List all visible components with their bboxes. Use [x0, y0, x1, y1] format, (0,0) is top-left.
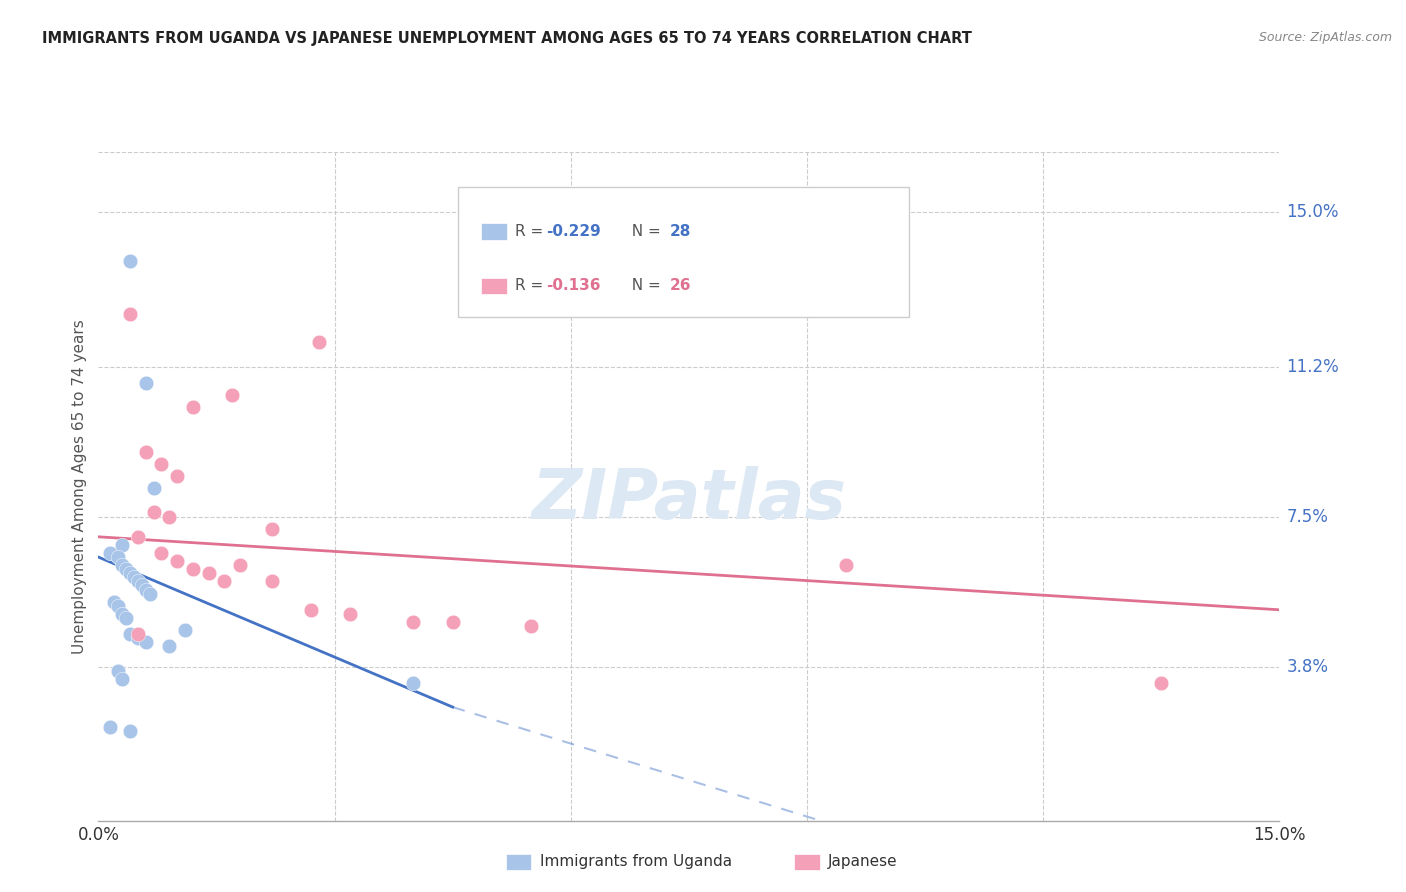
Text: -0.136: -0.136 [546, 278, 600, 293]
Point [1150, 675, 1173, 690]
Point [111, 607, 134, 621]
Point [402, 615, 425, 629]
Point [157, 640, 180, 654]
Text: R =: R = [515, 278, 548, 293]
Point [118, 724, 141, 739]
Point [107, 599, 129, 613]
Point [260, 574, 283, 589]
Point [115, 562, 138, 576]
Point [107, 550, 129, 565]
Point [174, 623, 197, 637]
Point [142, 506, 165, 520]
Text: Japanese: Japanese [828, 855, 898, 869]
Point [308, 335, 330, 350]
Point [142, 481, 165, 495]
Point [135, 376, 157, 390]
Point [441, 615, 464, 629]
Text: R =: R = [515, 224, 548, 239]
Text: 28: 28 [669, 224, 692, 239]
Text: 11.2%: 11.2% [1286, 358, 1340, 376]
Point [118, 307, 141, 321]
Point [402, 675, 425, 690]
Text: IMMIGRANTS FROM UGANDA VS JAPANESE UNEMPLOYMENT AMONG AGES 65 TO 74 YEARS CORREL: IMMIGRANTS FROM UGANDA VS JAPANESE UNEMP… [42, 31, 972, 46]
Point [197, 566, 219, 581]
Point [229, 558, 252, 573]
Point [339, 607, 361, 621]
Point [111, 538, 134, 552]
Point [181, 562, 204, 576]
Point [115, 611, 138, 625]
Point [150, 546, 173, 560]
Point [103, 595, 125, 609]
Y-axis label: Unemployment Among Ages 65 to 74 years: Unemployment Among Ages 65 to 74 years [72, 318, 87, 654]
Text: N =: N = [621, 224, 665, 239]
Point [98, 720, 121, 734]
Point [118, 627, 141, 641]
Text: N =: N = [621, 278, 665, 293]
Point [127, 627, 149, 641]
Text: Immigrants from Uganda: Immigrants from Uganda [540, 855, 733, 869]
Point [221, 388, 243, 402]
Point [166, 469, 188, 483]
Text: ZIPatlas: ZIPatlas [531, 466, 846, 533]
Point [135, 635, 157, 649]
Text: 3.8%: 3.8% [1286, 657, 1329, 675]
Point [835, 558, 858, 573]
Point [166, 554, 188, 568]
Point [181, 400, 204, 414]
Text: 7.5%: 7.5% [1286, 508, 1329, 525]
Point [299, 603, 322, 617]
Point [138, 586, 160, 600]
Point [107, 664, 129, 678]
Point [135, 444, 157, 458]
Point [127, 530, 149, 544]
Point [122, 570, 145, 584]
Point [127, 574, 149, 589]
Text: -0.229: -0.229 [546, 224, 600, 239]
Point [135, 582, 157, 597]
Point [150, 457, 173, 471]
Point [118, 566, 141, 581]
Point [520, 619, 543, 633]
Point [157, 509, 180, 524]
Point [131, 578, 153, 592]
Point [260, 522, 283, 536]
Point [214, 574, 236, 589]
Point [111, 558, 134, 573]
Text: Source: ZipAtlas.com: Source: ZipAtlas.com [1258, 31, 1392, 45]
Point [98, 546, 121, 560]
Text: 26: 26 [669, 278, 692, 293]
Point [111, 672, 134, 686]
Text: 15.0%: 15.0% [1286, 203, 1339, 221]
Point [127, 631, 149, 645]
Point [118, 254, 141, 268]
